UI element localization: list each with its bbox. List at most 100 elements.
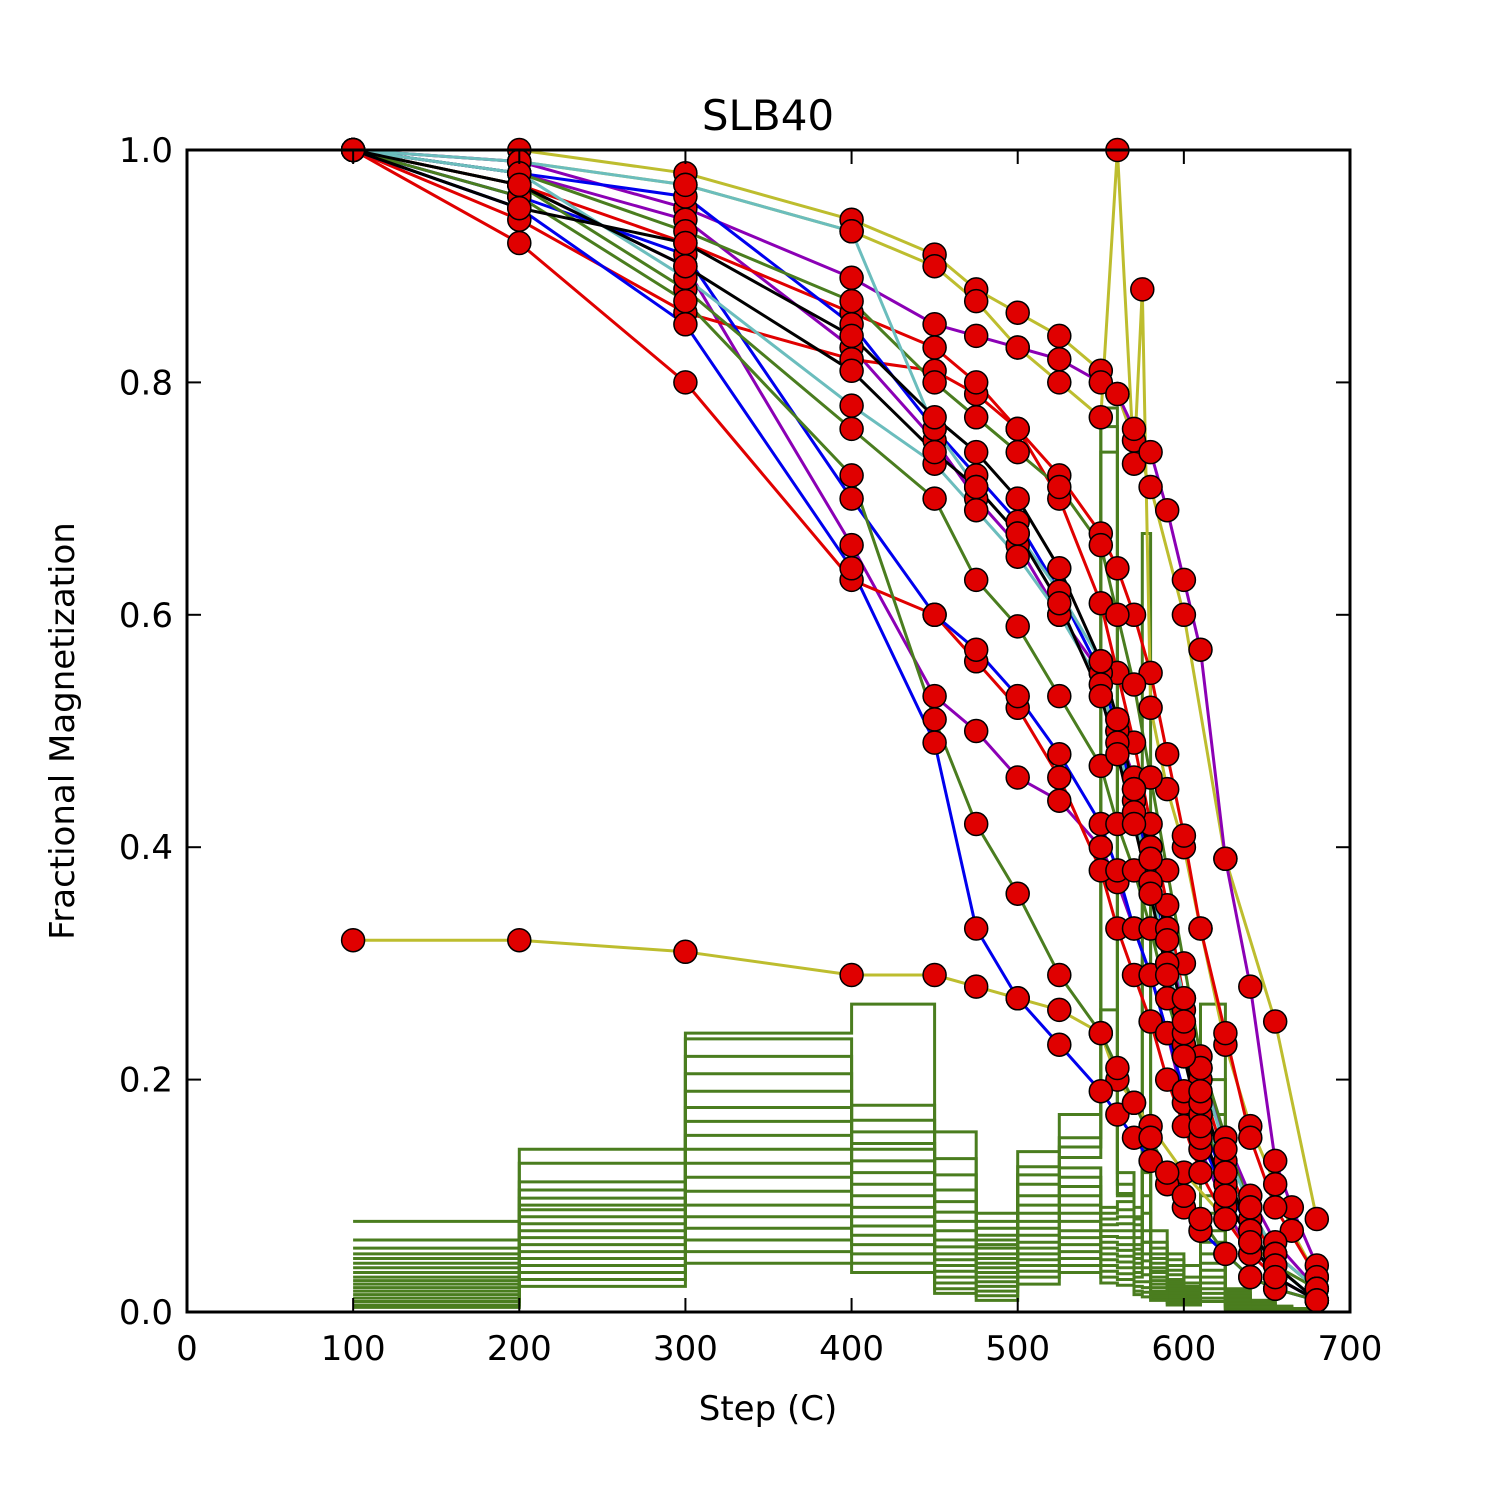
data-point (1005, 335, 1030, 360)
data-point (1188, 1206, 1213, 1232)
y-tick-label: 0.4 (119, 828, 173, 868)
data-point (963, 288, 989, 314)
data-point (1238, 974, 1263, 999)
data-point (1154, 776, 1180, 802)
data-point (1005, 300, 1030, 325)
data-point (1047, 590, 1072, 616)
data-point (839, 532, 864, 558)
data-point (922, 405, 947, 430)
data-point (1154, 1067, 1180, 1092)
series-line-3 (352, 150, 1319, 1267)
data-point (922, 439, 947, 465)
data-point (922, 602, 947, 628)
data-point (1171, 986, 1197, 1011)
data-point (1105, 1102, 1130, 1127)
data-point (1121, 672, 1147, 697)
data-point (1138, 881, 1163, 906)
data-point (963, 474, 989, 500)
data-point (1105, 556, 1130, 581)
data-point (1047, 741, 1072, 767)
data-point (1138, 765, 1163, 790)
data-point (1005, 881, 1030, 906)
data-point (839, 416, 864, 442)
data-point (963, 405, 989, 430)
data-point (1213, 1206, 1238, 1232)
data-point (922, 962, 947, 988)
data-point (1238, 1264, 1263, 1290)
x-axis-label: Step (C) (699, 1389, 838, 1429)
data-point (1171, 567, 1197, 593)
step-trace-17 (353, 1261, 1317, 1312)
data-point (1171, 823, 1197, 848)
data-point (1304, 1206, 1330, 1232)
data-point (1304, 1288, 1330, 1313)
data-point (507, 927, 532, 953)
series-line-0 (353, 150, 1319, 1220)
data-point (963, 718, 989, 744)
data-point (922, 370, 947, 395)
data-point (1005, 544, 1030, 569)
data-point (1005, 765, 1030, 790)
data-point (839, 323, 864, 349)
data-point (1171, 602, 1197, 628)
data-point (839, 288, 864, 314)
data-point (1188, 637, 1213, 662)
data-point (922, 707, 947, 732)
data-point (839, 463, 864, 488)
axis-ticks (186, 149, 1351, 1313)
data-point (1121, 811, 1147, 837)
data-point (1121, 416, 1147, 442)
data-point (1138, 660, 1163, 686)
data-point (922, 486, 947, 511)
data-point (963, 497, 989, 523)
data-point (963, 370, 989, 395)
data-point (1121, 451, 1147, 476)
data-point (1188, 916, 1213, 941)
data-point (673, 230, 698, 256)
x-tick-label: 100 (321, 1329, 386, 1369)
data-point (1238, 1125, 1263, 1150)
data-point (1238, 1195, 1263, 1220)
plot-frame (185, 148, 1352, 1314)
data-point (507, 195, 532, 221)
data-point (963, 974, 989, 999)
data-point (1088, 683, 1114, 709)
data-point (1088, 1078, 1114, 1104)
data-point (963, 811, 989, 837)
data-point (1105, 381, 1130, 407)
data-point (1088, 753, 1114, 779)
data-point (1105, 707, 1130, 732)
data-point (1005, 614, 1030, 639)
data-point (1213, 846, 1238, 872)
data-point (839, 962, 864, 988)
data-point (922, 335, 947, 360)
data-point (1154, 858, 1180, 883)
data-point (1047, 474, 1072, 500)
data-point (922, 253, 947, 279)
data-point (1262, 1171, 1288, 1197)
data-point (1047, 962, 1072, 988)
data-point (1154, 741, 1180, 767)
data-point (507, 230, 532, 256)
data-point (1213, 1160, 1238, 1185)
data-point (1171, 1044, 1197, 1069)
data-point (963, 323, 989, 349)
y-tick-label: 0.2 (119, 1061, 173, 1101)
data-point (1121, 776, 1147, 802)
data-point (1121, 858, 1147, 883)
data-point (1154, 1160, 1180, 1185)
x-tick-label: 700 (1318, 1329, 1383, 1369)
data-point (1154, 497, 1180, 523)
data-point (839, 556, 864, 581)
data-point (1088, 370, 1114, 395)
data-point (673, 939, 698, 965)
data-point (1262, 1148, 1288, 1174)
x-tick-label: 400 (819, 1329, 884, 1369)
data-point (1213, 1183, 1238, 1209)
data-point (1154, 927, 1180, 953)
data-point (340, 927, 366, 953)
x-tick-label: 200 (487, 1329, 552, 1369)
data-point (1105, 602, 1130, 628)
data-point (1171, 1183, 1197, 1209)
data-point (1088, 590, 1114, 616)
